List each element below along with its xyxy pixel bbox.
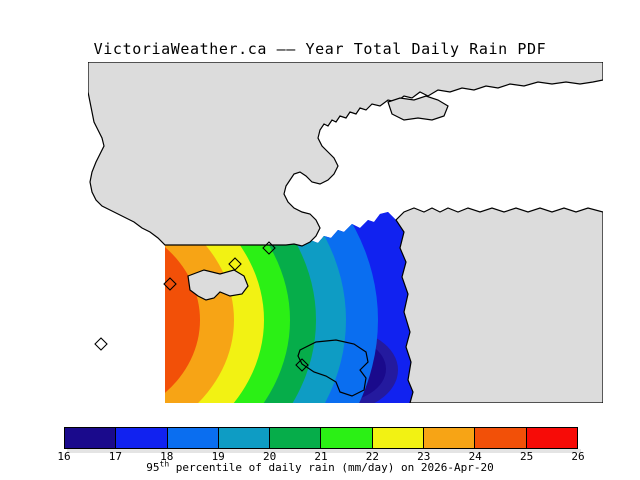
colorbar-band[interactable]	[424, 428, 476, 448]
peninsula-west	[187, 269, 249, 301]
colorbar-band[interactable]	[116, 428, 168, 448]
map-panel[interactable]	[88, 62, 603, 403]
diamond-marker[interactable]	[295, 358, 309, 372]
colorbar-tick-label: 21	[314, 450, 328, 463]
colorbar-tick-label: 23	[417, 450, 431, 463]
map-canvas[interactable]	[88, 62, 603, 403]
colorbar-band[interactable]	[167, 428, 219, 448]
colorbar-band[interactable]	[372, 428, 425, 448]
colorbar-band[interactable]	[218, 428, 271, 448]
landmass-north	[88, 62, 603, 247]
colorbar-caption: 95th percentile of daily rain (mm/day) o…	[0, 459, 640, 474]
diamond-marker[interactable]	[228, 257, 242, 271]
colorbar-band[interactable]	[65, 428, 117, 448]
colorbar-tick-label: 20	[262, 450, 277, 463]
page-title: VictoriaWeather.ca —— Year Total Daily R…	[93, 40, 547, 58]
caption-superscript: th	[159, 459, 170, 469]
island-in-basin	[297, 339, 369, 397]
colorbar-tick-label: 24	[468, 450, 482, 463]
landmass-east	[395, 207, 603, 403]
island-northeast	[387, 95, 449, 121]
colorbar-tick-label: 22	[365, 450, 380, 463]
colorbar-band[interactable]	[321, 428, 373, 448]
colorbar-band[interactable]	[475, 428, 527, 448]
colorbar[interactable]	[64, 427, 578, 449]
diamond-marker[interactable]	[262, 241, 276, 255]
colorbar-tick-label: 18	[160, 450, 174, 463]
caption-suffix: percentile of daily rain (mm/day) on 202…	[169, 461, 494, 474]
colorbar-shadow	[67, 449, 581, 453]
colorbar-tick-label: 16	[57, 450, 71, 463]
diamond-marker[interactable]	[94, 337, 108, 351]
diamond-marker[interactable]	[163, 277, 177, 291]
caption-prefix: 95	[146, 461, 160, 474]
colorbar-tick-labels: 16 17 18 19 20 21 22 23 24 25 26	[57, 450, 584, 464]
colorbar-band[interactable]	[526, 428, 577, 448]
colorbar-band[interactable]	[270, 428, 322, 448]
colorbar-tick-label: 19	[211, 450, 225, 463]
colorbar-tick-label: 26	[571, 450, 585, 463]
station-markers[interactable]	[94, 241, 309, 372]
colorbar-tick-label: 17	[108, 450, 123, 463]
colorbar-group	[64, 427, 581, 453]
colorbar-tick-label: 25	[519, 450, 534, 463]
